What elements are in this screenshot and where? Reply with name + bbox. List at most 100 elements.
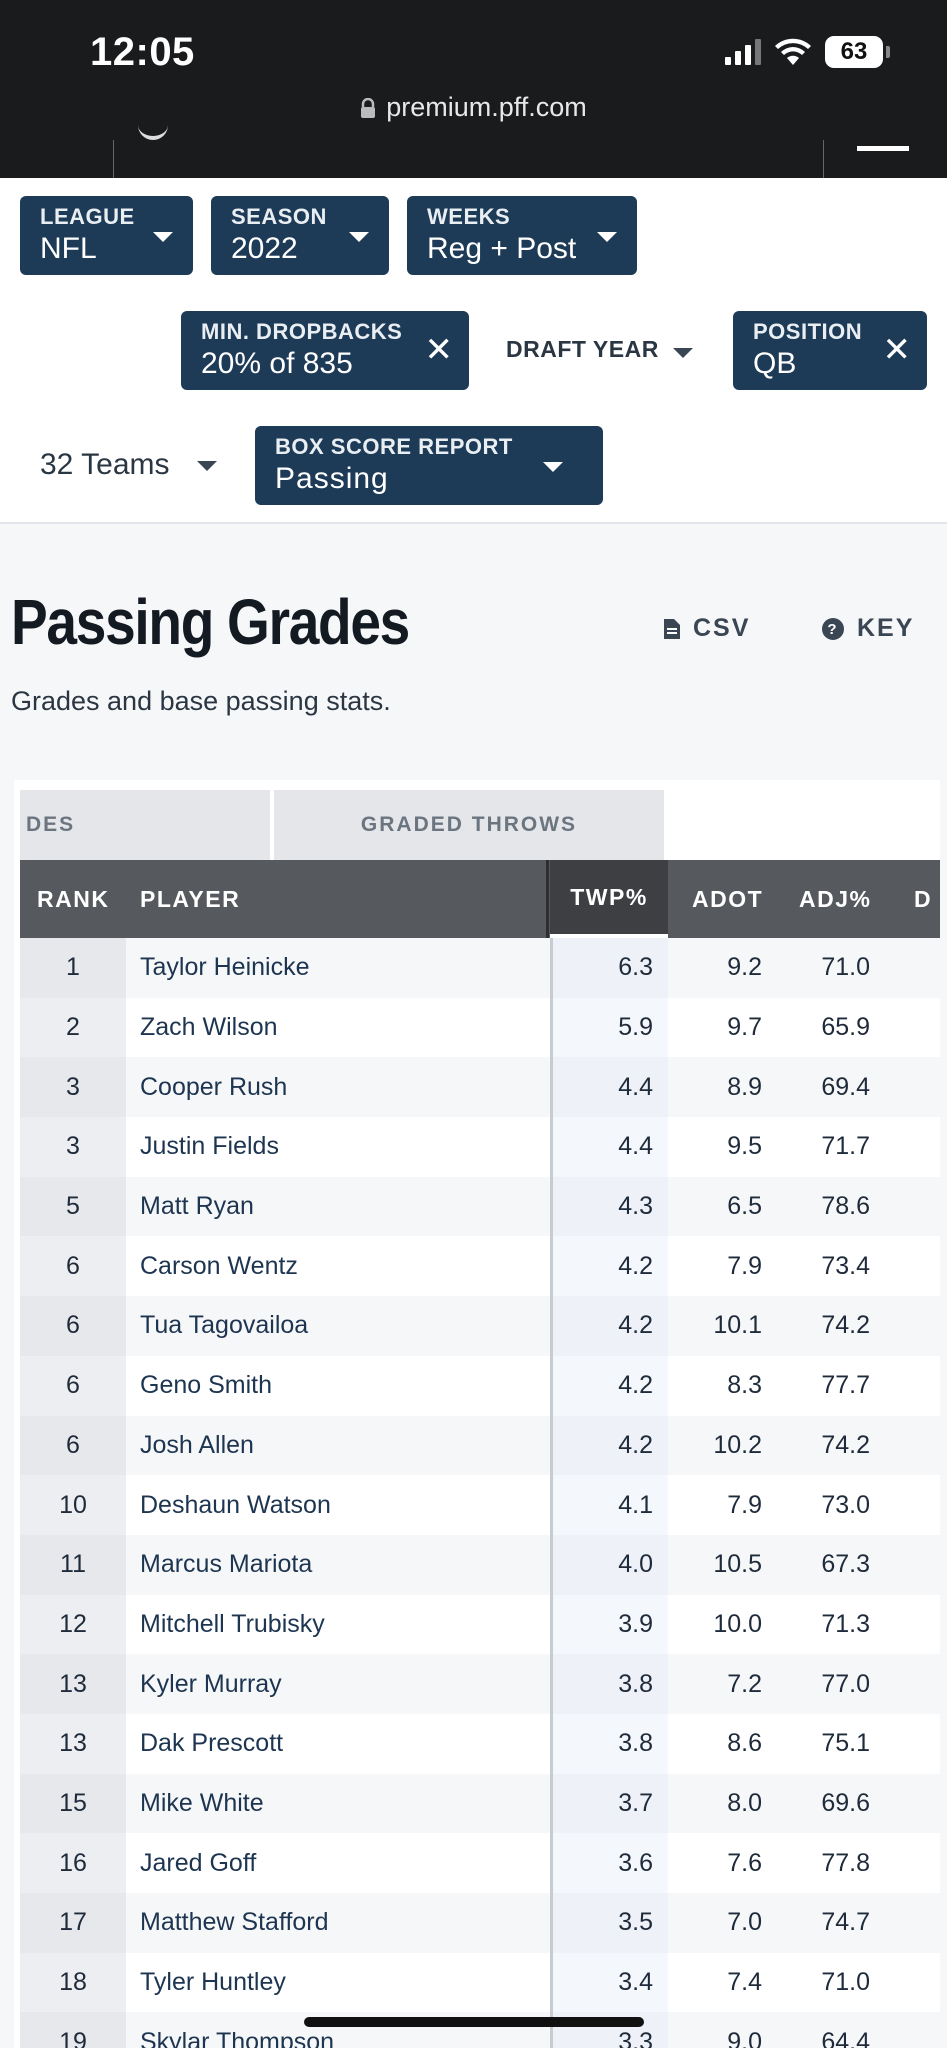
column-header-rank[interactable]: RANK [37, 860, 109, 938]
close-icon[interactable]: ✕ [424, 331, 454, 369]
report-filter[interactable]: BOX SCORE REPORT Passing [255, 426, 603, 505]
table-row[interactable]: 1 Taylor Heinicke 6.3 9.2 71.0 [20, 938, 940, 998]
player-cell[interactable]: Jared Goff [140, 1848, 257, 1877]
status-time: 12:05 [90, 30, 195, 74]
player-cell[interactable]: Zach Wilson [140, 1013, 278, 1042]
player-cell[interactable]: Josh Allen [140, 1430, 254, 1459]
rank-cell: 13 [20, 1654, 126, 1714]
table-row[interactable]: 2 Zach Wilson 5.9 9.7 65.9 [20, 997, 940, 1058]
player-cell[interactable]: Marcus Mariota [140, 1550, 313, 1579]
header-label: PLAYER [140, 885, 241, 912]
player-cell[interactable]: Tyler Huntley [140, 1968, 286, 1997]
player-cell[interactable]: Geno Smith [140, 1371, 273, 1400]
chevron-down-icon [543, 462, 563, 472]
column-header-adj[interactable]: ADJ% [799, 860, 871, 938]
rank-cell: 1 [20, 938, 126, 998]
player-cell[interactable]: Deshaun Watson [140, 1490, 331, 1519]
twp-cell: 4.3 [550, 1176, 668, 1237]
nav-divider [823, 140, 824, 180]
adot-cell: 10.5 [713, 1550, 762, 1579]
adot-cell: 9.0 [727, 2027, 762, 2048]
adot-cell: 7.6 [727, 1848, 762, 1877]
table-row[interactable]: 6 Carson Wentz 4.2 7.9 73.4 [20, 1236, 940, 1297]
player-cell[interactable]: Tua Tagovailoa [140, 1311, 309, 1340]
min-dropbacks-filter[interactable]: MIN. DROPBACKS 20% of 835 ✕ [181, 311, 469, 390]
twp-cell: 4.4 [550, 1117, 668, 1177]
table-row[interactable]: 12 Mitchell Trubisky 3.9 10.0 71.3 [20, 1594, 940, 1655]
svg-text:?: ? [827, 621, 838, 638]
adj-cell: 69.4 [821, 1072, 870, 1101]
teams-filter[interactable]: 32 Teams [40, 448, 170, 482]
rank-cell: 15 [20, 1773, 126, 1834]
adj-cell: 74.2 [821, 1430, 870, 1459]
table-row[interactable]: 6 Josh Allen 4.2 10.2 74.2 [20, 1415, 940, 1476]
column-header-twp[interactable]: TWP% [550, 860, 668, 938]
player-cell[interactable]: Dak Prescott [140, 1729, 284, 1758]
season-label: SEASON [231, 204, 327, 229]
rank-cell: 3 [20, 1057, 126, 1118]
adj-cell: 77.0 [821, 1669, 870, 1698]
adj-cell: 74.2 [821, 1311, 870, 1340]
group-label: GRADED THROWS [360, 813, 578, 836]
player-cell[interactable]: Taylor Heinicke [140, 953, 310, 982]
league-filter[interactable]: LEAGUE NFL [20, 196, 193, 275]
rank-cell: 18 [20, 1952, 126, 2013]
weeks-filter[interactable]: WEEKS Reg + Post [407, 196, 637, 275]
player-cell[interactable]: Mike White [140, 1788, 264, 1817]
battery-icon: 63 [825, 36, 890, 68]
column-header-d[interactable]: D [914, 860, 932, 938]
chevron-down-icon [349, 232, 369, 242]
table-row[interactable]: 13 Dak Prescott 3.8 8.6 75.1 [20, 1713, 940, 1774]
table-row[interactable]: 5 Matt Ryan 4.3 6.5 78.6 [20, 1176, 940, 1237]
table-row[interactable]: 13 Kyler Murray 3.8 7.2 77.0 [20, 1654, 940, 1714]
rank-cell: 3 [20, 1117, 126, 1177]
column-header-player[interactable]: PLAYER [140, 860, 240, 938]
table-row[interactable]: 17 Matthew Stafford 3.5 7.0 74.7 [20, 1893, 940, 1953]
address-bar[interactable]: premium.pff.com [0, 92, 947, 123]
min-dropbacks-value: 20% of 835 [201, 347, 353, 380]
player-cell[interactable]: Justin Fields [140, 1132, 279, 1161]
adot-cell: 9.2 [727, 953, 762, 982]
group-divider [270, 790, 274, 860]
adj-cell: 77.7 [821, 1371, 870, 1400]
adot-cell: 10.1 [713, 1311, 762, 1340]
table-row[interactable]: 3 Cooper Rush 4.4 8.9 69.4 [20, 1057, 940, 1118]
close-icon[interactable]: ✕ [882, 331, 912, 369]
draft-year-filter[interactable]: DRAFT YEAR [506, 336, 659, 363]
key-label: KEY [857, 614, 915, 642]
table-row[interactable]: 6 Geno Smith 4.2 8.3 77.7 [20, 1355, 940, 1416]
player-cell[interactable]: Cooper Rush [140, 1072, 288, 1101]
player-cell[interactable]: Kyler Murray [140, 1669, 282, 1698]
league-label: LEAGUE [40, 204, 135, 229]
rank-cell: 13 [20, 1713, 126, 1774]
chevron-down-icon [197, 461, 217, 471]
table-row[interactable]: 6 Tua Tagovailoa 4.2 10.1 74.2 [20, 1296, 940, 1356]
player-cell[interactable]: Matt Ryan [140, 1192, 254, 1221]
column-header-adot[interactable]: ADOT [692, 860, 763, 938]
position-filter[interactable]: POSITION QB ✕ [733, 311, 927, 390]
adj-cell: 78.6 [821, 1192, 870, 1221]
header-label: D [914, 885, 933, 912]
report-value: Passing [275, 462, 389, 495]
rank-cell: 6 [20, 1355, 126, 1416]
table-row[interactable]: 10 Deshaun Watson 4.1 7.9 73.0 [20, 1475, 940, 1535]
adot-cell: 8.0 [727, 1788, 762, 1817]
menu-icon[interactable] [857, 146, 909, 151]
adj-cell: 64.4 [821, 2027, 870, 2048]
twp-cell: 4.1 [550, 1475, 668, 1535]
adot-cell: 7.9 [727, 1251, 762, 1280]
season-filter[interactable]: SEASON 2022 [211, 196, 389, 275]
table-row[interactable]: 3 Justin Fields 4.4 9.5 71.7 [20, 1117, 940, 1177]
table-row[interactable]: 16 Jared Goff 3.6 7.6 77.8 [20, 1833, 940, 1893]
adj-cell: 71.0 [821, 953, 870, 982]
twp-cell: 5.9 [550, 997, 668, 1058]
player-cell[interactable]: Matthew Stafford [140, 1908, 329, 1937]
csv-button[interactable]: CSV [663, 614, 750, 643]
key-button[interactable]: ? KEY [821, 614, 914, 643]
player-cell[interactable]: Mitchell Trubisky [140, 1609, 325, 1638]
table-row[interactable]: 15 Mike White 3.7 8.0 69.6 [20, 1773, 940, 1834]
player-cell[interactable]: Carson Wentz [140, 1251, 298, 1280]
table-row[interactable]: 11 Marcus Mariota 4.0 10.5 67.3 [20, 1534, 940, 1595]
player-cell[interactable]: Skylar Thompson [140, 2027, 335, 2048]
table-row[interactable]: 18 Tyler Huntley 3.4 7.4 71.0 [20, 1952, 940, 2013]
